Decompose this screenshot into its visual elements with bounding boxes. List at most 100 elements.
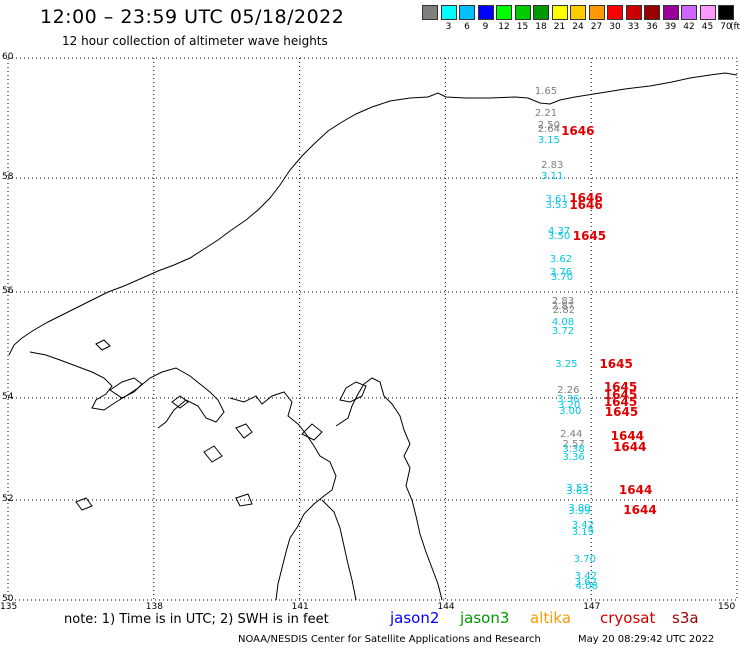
wave-height-value: 2.64 xyxy=(537,124,560,135)
legend-label: 12 xyxy=(498,22,510,32)
legend-label: 39 xyxy=(664,22,677,32)
lat-label: 50 xyxy=(2,594,14,604)
wave-height-value: 3.80 xyxy=(568,502,591,514)
graticule xyxy=(7,57,738,601)
wave-height-value: 3.38 xyxy=(562,444,585,456)
island-small-4 xyxy=(203,445,223,463)
lon-label: 144 xyxy=(437,602,455,612)
footer-credit: NOAA/NESDIS Center for Satellite Applica… xyxy=(238,634,541,645)
wave-height-value: 3.72 xyxy=(551,326,575,338)
coastline-bay xyxy=(339,381,367,403)
legend-label: 30 xyxy=(609,22,621,32)
wave-height-value: 2.82 xyxy=(552,304,576,316)
legend-label: 6 xyxy=(464,22,470,32)
wave-height-value: 2.83 xyxy=(541,160,564,171)
coastline-north xyxy=(8,72,738,356)
lon-label: 141 xyxy=(291,602,309,612)
legend-swatch xyxy=(514,5,531,20)
wave-height-value: 3.53 xyxy=(566,482,589,494)
pass-time-label: 1645 xyxy=(604,405,639,420)
wave-height-value: 3.11 xyxy=(541,170,564,182)
legend-label: 36 xyxy=(646,22,658,32)
legend-label: 70 xyxy=(720,22,732,32)
wave-height-value: 3.42 xyxy=(571,520,595,531)
wave-height-value: 3.15 xyxy=(537,134,560,146)
wave-height-value: 3.99 xyxy=(568,505,591,517)
pass-time-label: 1644 xyxy=(613,440,647,455)
wave-height-value: 3.20 xyxy=(558,400,581,412)
satellite-s3a: s3a xyxy=(672,609,699,627)
lon-label: 138 xyxy=(145,602,163,612)
lat-label: 60 xyxy=(2,52,14,62)
legend-swatch xyxy=(662,5,679,20)
lat-label: 56 xyxy=(2,286,14,296)
page-title: 12:00 – 23:59 UTC 05/18/2022 xyxy=(40,6,345,28)
pass-time-label: 1644 xyxy=(623,503,657,517)
legend-swatch xyxy=(440,5,457,20)
coastline-sakhalin-west xyxy=(321,499,357,601)
wave-height-value: 3.70 xyxy=(573,553,596,565)
wave-height-value: 2.57 xyxy=(562,439,585,451)
wave-height-value: 2.21 xyxy=(534,107,558,119)
legend-swatch xyxy=(570,5,586,20)
pass-time-label: 1645 xyxy=(603,394,638,409)
wave-height-value: 4.37 xyxy=(547,226,571,238)
legend-swatch xyxy=(625,5,642,20)
wave-height-value: 1.65 xyxy=(534,86,558,98)
lat-label: 58 xyxy=(2,172,14,182)
wave-height-value: 3.36 xyxy=(557,394,580,406)
wave-height-value: 3.25 xyxy=(555,358,578,370)
wave-height-value: 3.70 xyxy=(550,272,574,284)
wave-height-value: 3.62 xyxy=(549,254,573,266)
legend-swatch xyxy=(477,5,494,20)
pass-time-label: 1646 xyxy=(569,198,603,213)
legend-swatch xyxy=(588,5,605,20)
pass-time-label: 1644 xyxy=(618,482,653,497)
island-small-2 xyxy=(171,395,189,409)
legend-swatch xyxy=(681,5,697,20)
wave-height-value: 3.61 xyxy=(545,193,568,205)
wave-height-value: 3.63 xyxy=(566,485,589,497)
pass-time-label: 1646 xyxy=(561,124,595,139)
legend-swatch xyxy=(533,5,549,20)
island-small-5 xyxy=(235,493,253,507)
coastline-west xyxy=(29,351,225,429)
legend-label: 21 xyxy=(553,22,566,32)
legend-swatch xyxy=(699,5,716,20)
legend-unit: (ft) xyxy=(730,22,740,32)
wave-height-value: 2.87 xyxy=(551,301,575,313)
wave-height-value: 4.08 xyxy=(551,316,575,328)
legend-swatch xyxy=(551,5,568,20)
legend-swatch xyxy=(718,5,734,20)
map-frame xyxy=(7,57,738,601)
wave-height-value: 2.83 xyxy=(551,296,575,308)
coastline-sakhalin xyxy=(335,377,443,601)
wave-height-value: 3.19 xyxy=(571,527,595,538)
lon-label: 147 xyxy=(583,602,601,612)
legend-label: 18 xyxy=(535,22,547,32)
page-subtitle: 12 hour collection of altimeter wave hei… xyxy=(62,34,328,48)
wave-height-value: 2.26 xyxy=(557,384,580,396)
wave-height-value: 2.44 xyxy=(560,428,583,440)
legend-label: 27 xyxy=(590,22,603,32)
pass-time-label: 1645 xyxy=(572,229,607,244)
wave-height-value: 3.36 xyxy=(562,451,585,463)
wave-height-value: 3.62 xyxy=(574,576,597,588)
wave-height-value: 3.50 xyxy=(547,231,571,243)
satellite-altika: altika xyxy=(530,609,572,627)
pass-time-label: 1646 xyxy=(569,190,603,205)
wave-height-value: 3.53 xyxy=(545,199,568,211)
lon-label: 135 xyxy=(0,602,18,612)
wave-height-value: 3.00 xyxy=(559,406,582,418)
legend-label: 24 xyxy=(572,22,584,32)
wave-height-value: 3.76 xyxy=(549,267,573,279)
coastline-pier xyxy=(301,423,323,441)
island-small-1 xyxy=(95,339,111,351)
satellite-cryosat: cryosat xyxy=(600,609,656,627)
wave-height-value: 4.08 xyxy=(575,581,598,592)
pass-time-label: 1645 xyxy=(603,380,638,395)
legend-label: 45 xyxy=(701,22,714,32)
wave-height-value: 2.50 xyxy=(537,119,560,131)
legend-label: 3 xyxy=(445,22,452,32)
